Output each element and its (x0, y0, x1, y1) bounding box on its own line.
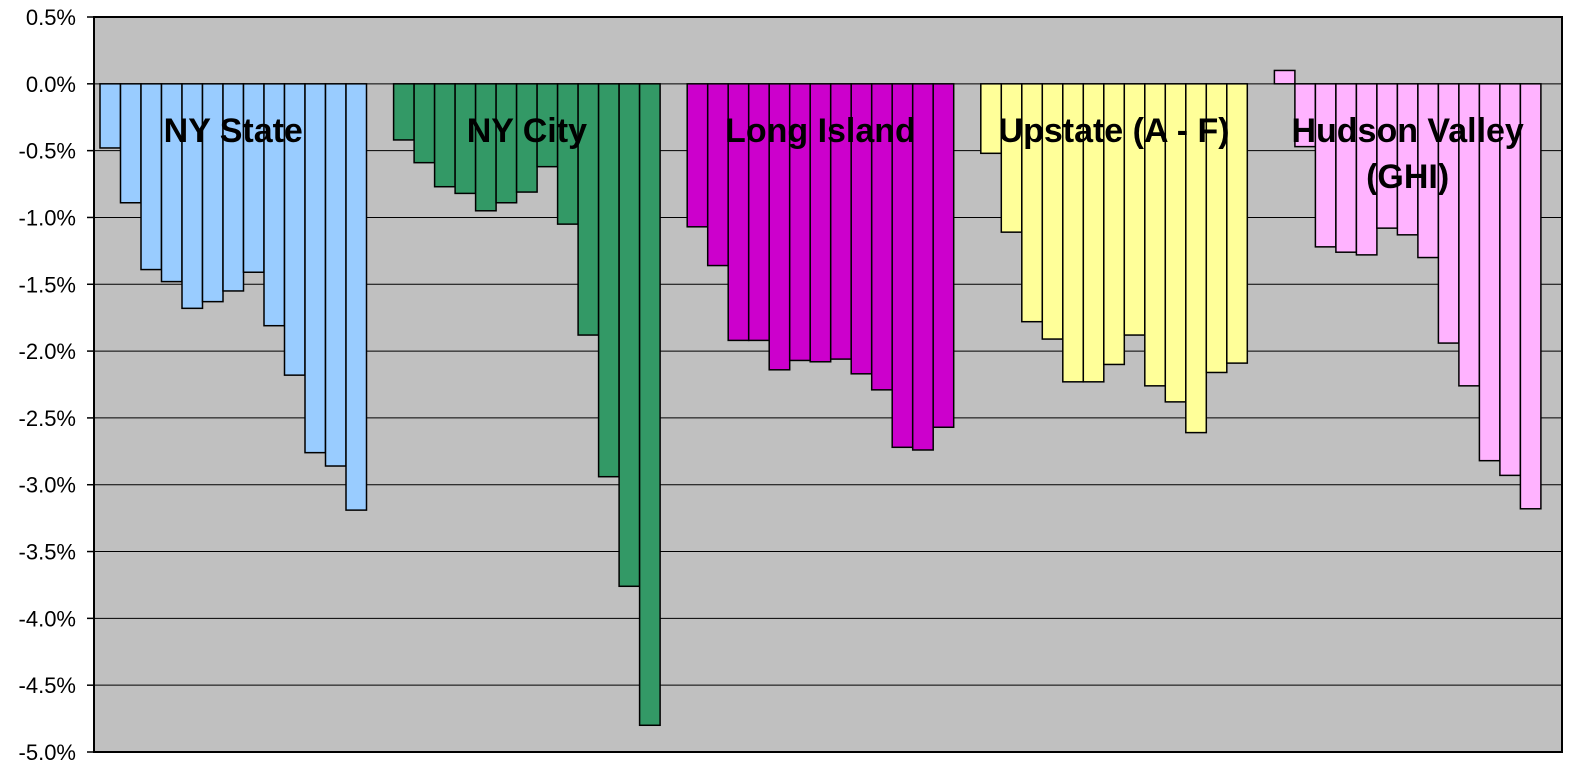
plot-border (93, 16, 1563, 753)
bar (1376, 83, 1399, 229)
bar (433, 83, 456, 188)
bar-series (99, 69, 1542, 727)
bar-group (392, 83, 661, 727)
bar-group (980, 83, 1249, 434)
y-tick-label: -3.5% (19, 540, 76, 565)
bar (119, 83, 142, 204)
bar (1226, 83, 1249, 364)
group-label: Long Island (725, 112, 916, 150)
bar (140, 83, 163, 271)
bar (638, 83, 661, 727)
bar (324, 83, 347, 467)
bar (1314, 83, 1337, 248)
group-label: Upstate (A - F) (999, 112, 1230, 150)
y-tick-label: -4.0% (19, 606, 76, 631)
group-labels: NY State NY City Long Island Upstate (A - F… (164, 112, 1524, 196)
group-label: NY State (164, 112, 303, 150)
bar-group (1273, 69, 1542, 510)
y-tick-label: -3.0% (19, 473, 76, 498)
bar (932, 83, 955, 429)
bar (1273, 69, 1296, 85)
bar (1335, 83, 1358, 253)
bar-group (99, 83, 368, 511)
y-axis-tick-labels: 0.5% 0.0% -0.5% -1.0% -1.5% -2.0% -2.5% -3.0% -3… (19, 5, 76, 765)
bar (413, 83, 436, 164)
group-label: NY City (467, 112, 587, 150)
bar (1000, 83, 1023, 233)
bar (1519, 83, 1542, 510)
bar (304, 83, 327, 454)
y-tick-label: -2.0% (19, 339, 76, 364)
bar-group (686, 83, 955, 451)
y-tick-label: -1.5% (19, 272, 76, 297)
bar (556, 83, 579, 225)
y-tick-label: 0.5% (26, 5, 76, 30)
group-label: Hudson Valley (1291, 112, 1523, 150)
bar (686, 83, 709, 228)
bar (345, 83, 368, 511)
y-tick-label: 0.0% (26, 72, 76, 97)
bar (99, 83, 122, 149)
y-tick-label: -0.5% (19, 139, 76, 164)
bar (597, 83, 620, 478)
bar (392, 83, 415, 141)
y-tick-label: -4.5% (19, 673, 76, 698)
y-tick-label: -1.0% (19, 205, 76, 230)
bar (618, 83, 641, 588)
group-label: (GHI) (1366, 158, 1449, 196)
y-tick-label: -2.5% (19, 406, 76, 431)
y-tick-label: -5.0% (19, 740, 76, 765)
